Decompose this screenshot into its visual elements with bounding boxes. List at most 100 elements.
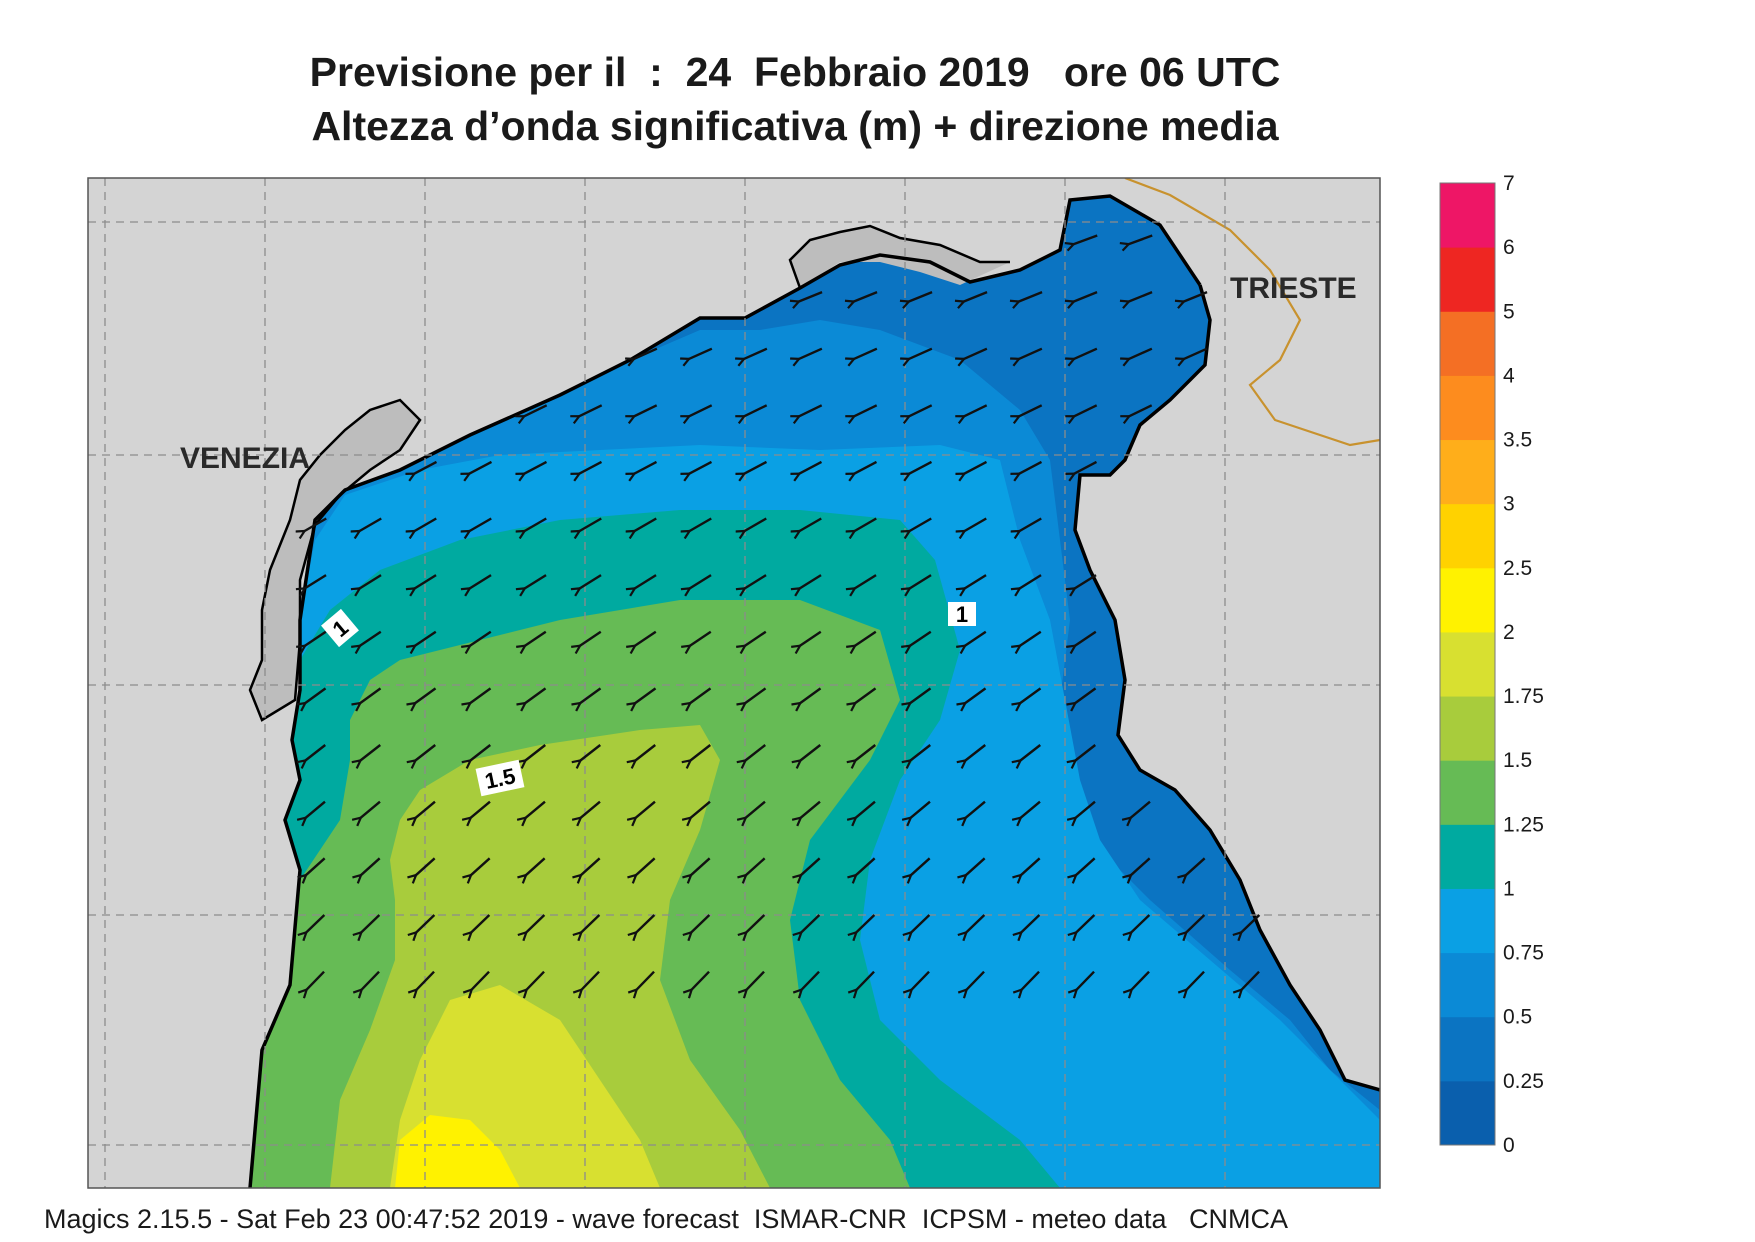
contour-label-1-west: 1: [321, 608, 359, 648]
wave-arrow: [580, 744, 601, 761]
colorbar-tick-label: 0.25: [1503, 1070, 1544, 1093]
wave-arrow: [689, 574, 712, 589]
wave-arrow: [855, 744, 876, 761]
wave-arrow: [910, 857, 931, 875]
wave-arrow: [634, 574, 657, 589]
wave-arrow: [1018, 404, 1043, 416]
wave-arrow: [1186, 914, 1206, 933]
wave-arrow: [744, 460, 768, 474]
wave-arrow: [1018, 291, 1043, 302]
wave-arrow: [1019, 687, 1042, 703]
national-border: [1124, 178, 1380, 447]
wave-arrow: [304, 687, 327, 703]
colorbar-swatch: [1440, 247, 1495, 312]
wave-arrow: [799, 517, 822, 532]
wave-arrow: [525, 744, 546, 761]
wave-arrow: [690, 857, 711, 875]
wave-arrow: [909, 517, 932, 532]
colorbar-tick-label: 3: [1503, 493, 1515, 516]
wave-arrow: [854, 460, 878, 474]
wave-arrow: [306, 914, 326, 933]
wave-arrow: [966, 914, 986, 933]
land-north: [88, 178, 1070, 1188]
wave-arrow: [1074, 460, 1098, 474]
wave-arrow: [910, 800, 931, 819]
wave-arrow: [745, 800, 766, 819]
colorbar-tick-label: 0: [1503, 1134, 1515, 1157]
wave-arrow: [855, 857, 876, 875]
colorbar-swatch: [1440, 439, 1495, 505]
wave-arrow: [1019, 517, 1042, 532]
wave-arrow: [854, 687, 877, 703]
wave-arrow: [471, 970, 490, 991]
wave-arrow: [963, 404, 988, 416]
wave-arrow: [361, 970, 380, 991]
wave-arrow: [361, 914, 381, 933]
wave-arrow: [414, 460, 438, 474]
colorbar-frame: [1439, 182, 1496, 1146]
wave-arrow: [1075, 857, 1096, 875]
map-area: 1 1.5 1 VENEZIA TRIESTE: [88, 178, 1380, 1188]
wave-arrow: [1183, 347, 1208, 360]
wave-arrow: [1074, 574, 1097, 589]
wave-arrow: [1241, 914, 1261, 933]
wave-arrow: [636, 914, 656, 933]
colorbar-swatch: [1440, 696, 1495, 761]
wave-arrow: [856, 970, 875, 991]
wave-arrow: [688, 347, 713, 360]
wave-arrow: [1018, 347, 1043, 360]
wave-arrow: [305, 800, 326, 819]
colorbar-tick-label: 0.75: [1503, 942, 1544, 965]
wave-arrow: [304, 517, 327, 532]
title-line-2: Altezza d’onda significativa (m) + direz…: [311, 103, 1279, 149]
wave-arrow: [909, 687, 932, 703]
wave-arrow: [469, 630, 492, 647]
wave-arrow: [635, 857, 656, 875]
colorbar-swatch: [1440, 183, 1495, 248]
wave-arrow: [691, 970, 710, 991]
wave-arrow: [470, 800, 491, 819]
wave-arrow: [1074, 687, 1097, 703]
wave-arrow: [525, 857, 546, 875]
colorbar-swatch: [1440, 503, 1495, 569]
colorbar-tick-label: 0.5: [1503, 1006, 1532, 1029]
colorbar-swatch: [1440, 567, 1495, 633]
wave-arrow: [799, 460, 823, 474]
wave-arrow: [743, 404, 768, 416]
wave-arrow: [799, 687, 822, 703]
colorbar-tick-label: 2.5: [1503, 557, 1532, 580]
wave-arrow: [744, 687, 767, 703]
wave-arrow: [800, 857, 821, 875]
map-grid: [88, 178, 1380, 1188]
wave-arrow: [524, 460, 548, 474]
wave-arrow: [525, 800, 546, 819]
wave-arrow: [853, 404, 878, 416]
wave-arrow: [526, 914, 546, 933]
colorbar-tick-label: 2: [1503, 621, 1515, 644]
wave-arrow: [965, 744, 986, 761]
colorbar-tick-label: 3.5: [1503, 429, 1532, 452]
wave-arrow: [471, 914, 491, 933]
colorbar-swatch: [1440, 760, 1495, 825]
land-east: [1075, 178, 1380, 1090]
wave-arrow: [469, 574, 492, 589]
colorbar-swatch: [1440, 824, 1495, 889]
wave-arrow: [581, 914, 601, 933]
wave-direction-arrows: [304, 234, 1261, 991]
wave-arrow: [579, 687, 602, 703]
wave-arrow: [523, 404, 548, 416]
colorbar-swatch: [1440, 1016, 1495, 1082]
wave-arrow: [1131, 914, 1151, 933]
wave-arrow: [1185, 857, 1206, 875]
wave-arrow: [414, 687, 437, 703]
coastline-east: [1073, 284, 1380, 1092]
colorbar-tick-label: 5: [1503, 300, 1515, 323]
wave-arrow: [359, 630, 382, 647]
wave-arrow: [1073, 347, 1098, 360]
contour-label-1-east: 1: [948, 602, 976, 627]
colorbar: 0 0.25 0.5 0.75 1 1.25 1.5 1.75 2 2.5 3 3.5 4 5 6 7: [1439, 172, 1544, 1157]
wave-arrow: [581, 970, 600, 991]
wave-arrow: [359, 517, 382, 532]
wave-arrow: [636, 970, 655, 991]
wave-arrow: [634, 687, 657, 703]
